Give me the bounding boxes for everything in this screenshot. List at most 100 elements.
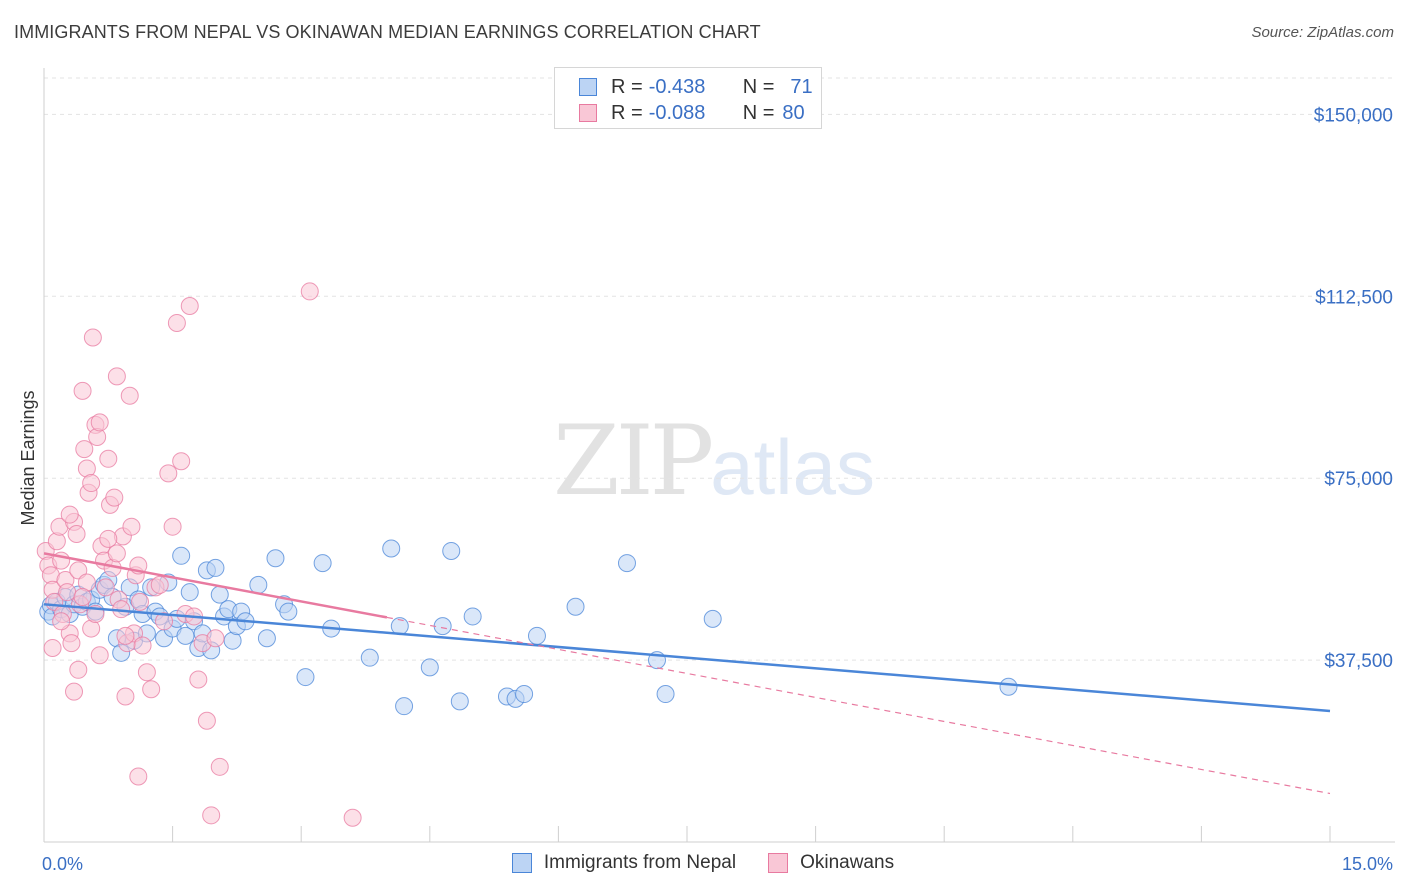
- data-point: [202, 806, 221, 825]
- data-point: [62, 634, 81, 653]
- n-label: N =: [742, 75, 775, 98]
- watermark-atlas: atlas: [710, 423, 875, 511]
- y-tick-label: $112,500: [1315, 287, 1393, 308]
- data-point: [116, 626, 135, 645]
- data-point: [96, 578, 115, 597]
- data-point: [67, 524, 86, 543]
- data-point: [60, 505, 79, 524]
- r-label: R =: [611, 101, 643, 124]
- data-point: [107, 544, 126, 563]
- trend-line-solid: [43, 603, 1331, 713]
- data-point: [656, 685, 675, 704]
- data-point: [296, 668, 315, 687]
- y-axis-label: Median Earnings: [18, 390, 38, 525]
- data-point: [172, 452, 191, 471]
- trend-line-solid: [43, 552, 388, 619]
- data-point: [515, 685, 534, 704]
- data-point: [150, 575, 169, 594]
- legend-swatch-okinawans: [768, 853, 789, 873]
- legend-label-okinawans: Okinawans: [800, 852, 895, 873]
- axis-labels: $37,500 $75,000 $112,500 $150,000 0.0% 15.0% M…: [18, 105, 1393, 874]
- y-tick-label: $37,500: [1324, 651, 1393, 672]
- stats-legend-row-nepal: R = -0.438 N = 71: [579, 74, 813, 100]
- watermark: ZIPatlas: [553, 405, 875, 517]
- legend-swatch-okinawans: [579, 104, 597, 122]
- data-point: [420, 658, 439, 677]
- data-point: [206, 558, 225, 577]
- trend-line-dashed: [386, 616, 1331, 795]
- trend-lines: [43, 552, 1331, 795]
- data-point: [343, 808, 362, 827]
- data-point: [142, 680, 161, 699]
- data-point: [527, 626, 546, 645]
- watermark-zip: ZIP: [553, 405, 714, 517]
- data-point: [167, 313, 186, 332]
- data-point: [257, 629, 276, 648]
- data-point: [450, 692, 469, 711]
- legend-swatch-nepal: [579, 78, 597, 96]
- data-point: [120, 386, 139, 405]
- data-point: [180, 583, 199, 602]
- grid-lines: [44, 77, 1395, 661]
- data-point: [129, 767, 148, 786]
- data-point: [210, 757, 229, 776]
- data-point: [249, 575, 268, 594]
- data-point: [43, 638, 62, 657]
- data-point: [52, 612, 71, 631]
- chart-title: IMMIGRANTS FROM NEPAL VS OKINAWAN MEDIAN…: [14, 22, 761, 42]
- n-value: 71: [790, 75, 813, 98]
- data-point: [999, 677, 1018, 696]
- data-point: [137, 663, 156, 682]
- r-value: -0.088: [648, 101, 706, 124]
- data-point: [360, 648, 379, 667]
- y-tick-label: $150,000: [1314, 105, 1393, 126]
- data-point: [105, 488, 124, 507]
- data-point: [566, 597, 585, 616]
- legend-label-nepal: Immigrants from Nepal: [543, 852, 737, 873]
- data-point: [131, 592, 150, 611]
- data-point: [617, 554, 636, 573]
- data-point: [107, 367, 126, 386]
- r-label: R =: [611, 75, 643, 98]
- stats-legend-row-okinawans: R = -0.088 N = 80: [579, 100, 805, 126]
- legend-item-okinawans[interactable]: Okinawans: [768, 852, 894, 874]
- axes: [43, 68, 1395, 843]
- data-point: [69, 660, 88, 679]
- data-point: [73, 588, 92, 607]
- data-point: [300, 282, 319, 301]
- data-point: [90, 413, 109, 432]
- data-point: [395, 697, 414, 716]
- series-okinawans: [36, 282, 362, 827]
- x-tick-label: 15.0%: [1342, 854, 1393, 874]
- data-point: [279, 602, 298, 621]
- x-tick-label: 0.0%: [42, 854, 83, 874]
- data-point: [116, 687, 135, 706]
- data-point: [155, 612, 174, 631]
- data-point: [82, 474, 101, 493]
- stats-legend: R = -0.438 N = 71 R = -0.088 N = 80: [554, 67, 822, 129]
- data-point: [189, 670, 208, 689]
- legend-item-nepal[interactable]: Immigrants from Nepal: [511, 852, 737, 874]
- data-point: [313, 554, 332, 573]
- data-point: [73, 381, 92, 400]
- legend-swatch-nepal: [511, 853, 532, 873]
- data-point: [159, 464, 178, 483]
- data-point: [172, 546, 191, 565]
- data-point: [463, 607, 482, 626]
- data-point: [122, 517, 141, 536]
- r-value: -0.438: [648, 75, 706, 98]
- data-point: [442, 541, 461, 560]
- data-point: [703, 609, 722, 628]
- data-point: [266, 549, 285, 568]
- n-label: N =: [742, 101, 775, 124]
- data-point: [433, 617, 452, 636]
- data-point: [58, 583, 77, 602]
- data-point: [99, 529, 118, 548]
- data-point: [197, 711, 216, 730]
- y-tick-label: $75,000: [1324, 469, 1393, 490]
- data-point: [90, 646, 109, 665]
- data-point: [83, 328, 102, 347]
- data-point: [163, 517, 182, 536]
- series-immigrants-from-nepal: [39, 539, 1018, 716]
